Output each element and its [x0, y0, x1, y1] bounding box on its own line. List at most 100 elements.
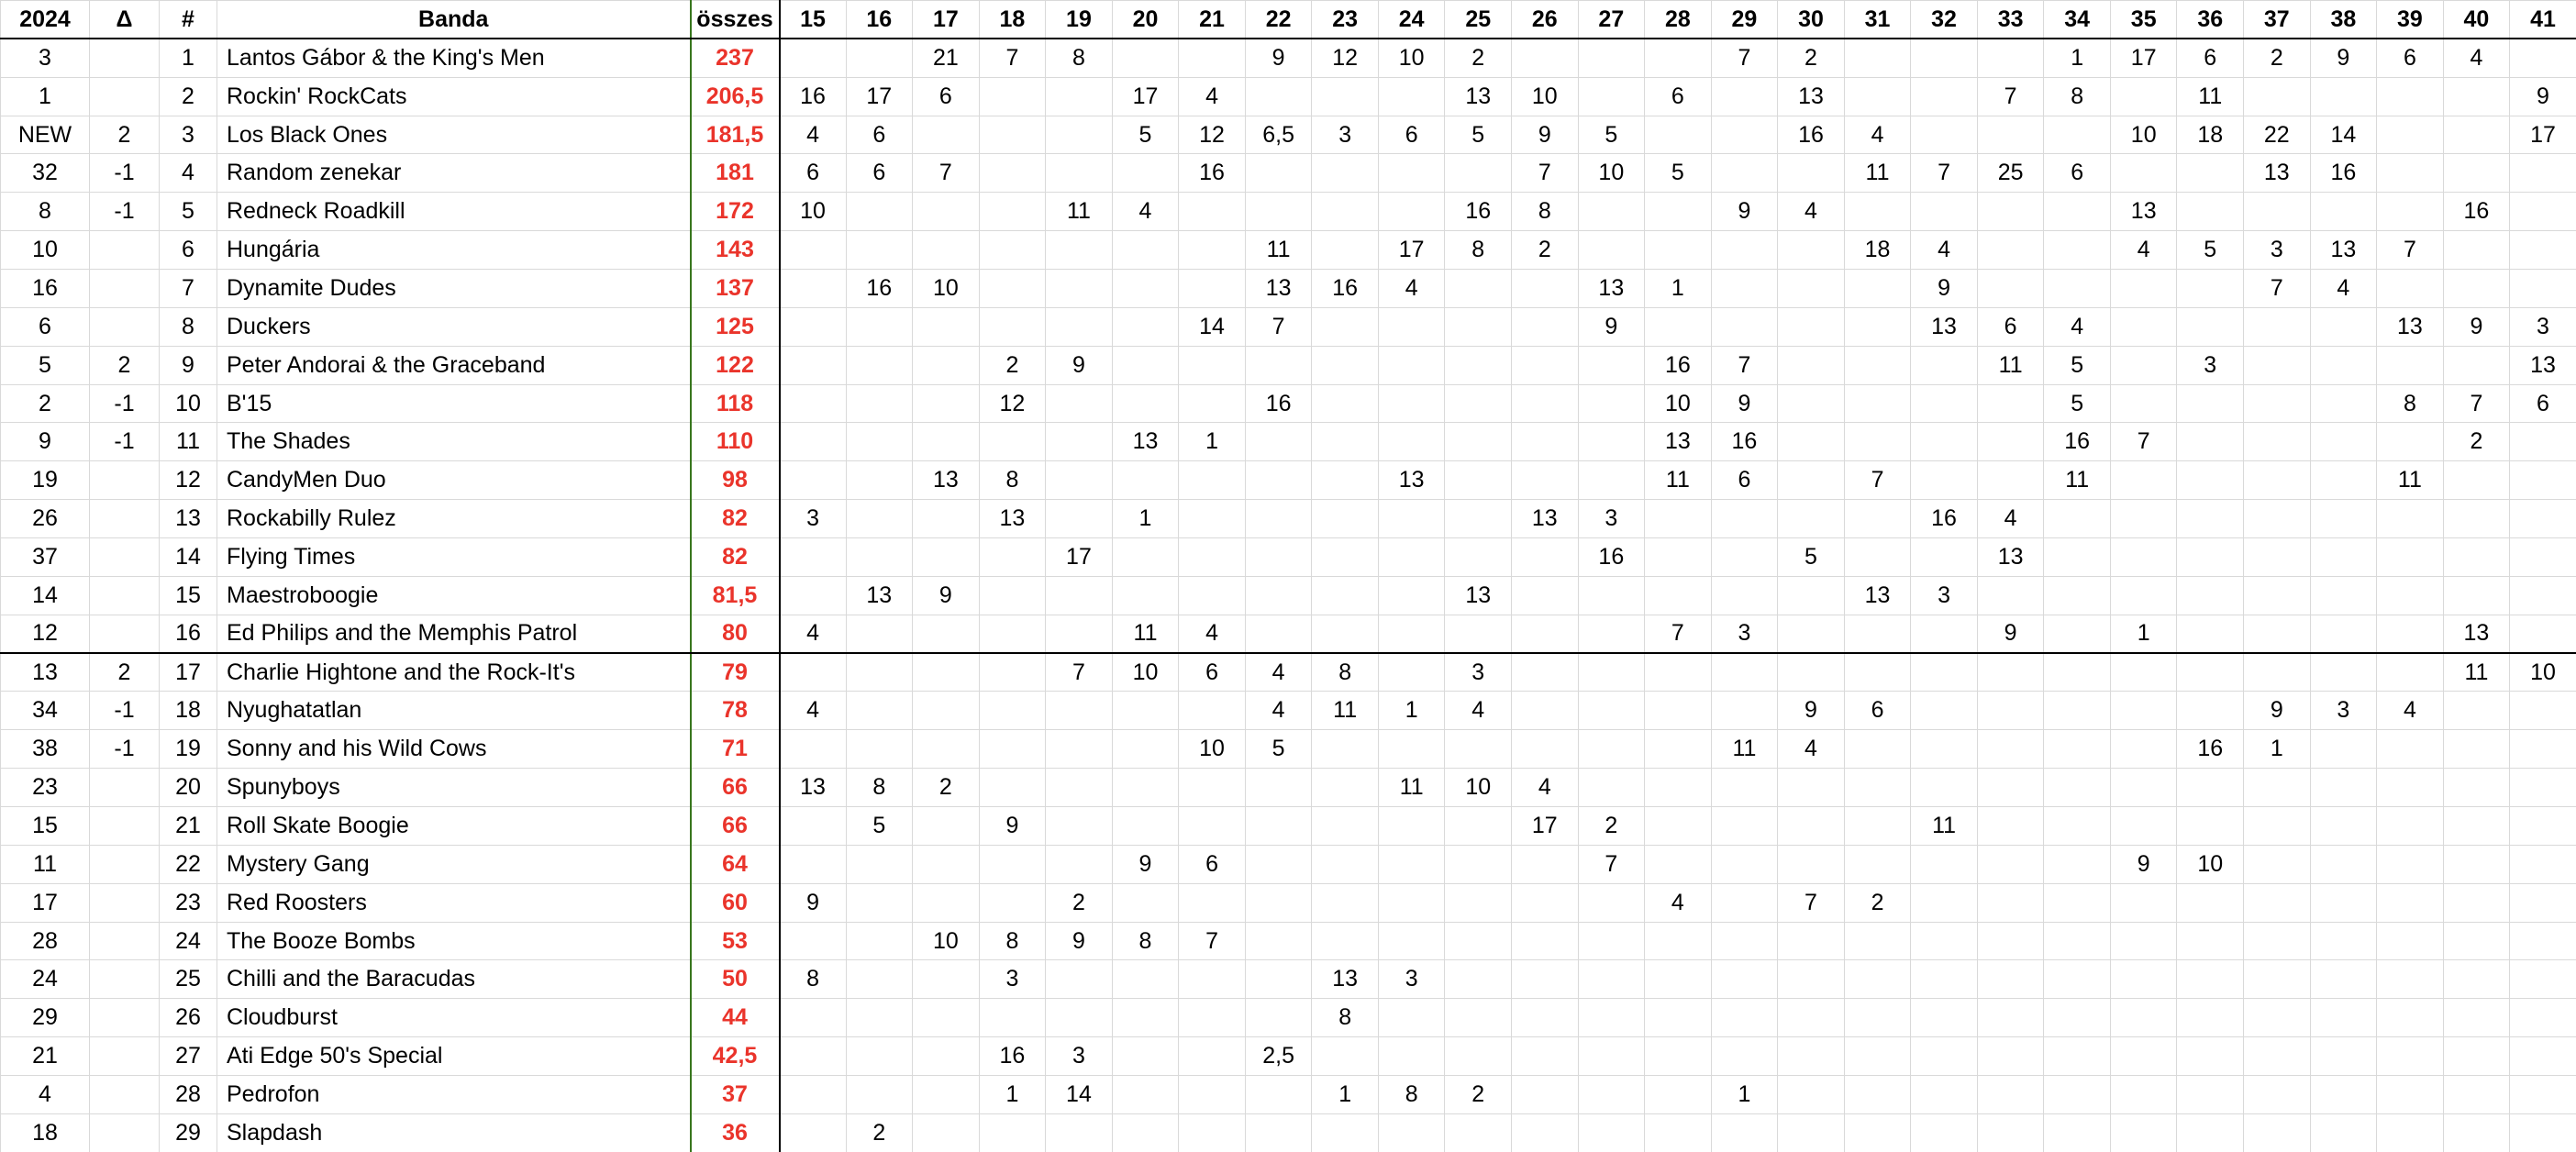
cell-score-41 [2509, 269, 2576, 308]
cell-score-36: 10 [2176, 844, 2245, 884]
header-year-40: 40 [2442, 0, 2511, 40]
cell-score-34 [2043, 652, 2111, 692]
cell-delta [89, 998, 160, 1038]
table-row: 34 -1 18 Nyughatatlan 78 4 4 11 1 4 9 6 9 3 4 [0, 691, 2576, 731]
table-row: 17 23 Red Roosters 60 9 2 4 7 2 [0, 882, 2576, 923]
cell-score-17: 7 [912, 153, 980, 194]
cell-score-18 [978, 230, 1047, 271]
cell-score-19 [1045, 153, 1113, 194]
cell-score-23: 13 [1311, 959, 1379, 1000]
cell-score-23 [1311, 921, 1379, 961]
cell-score-39 [2376, 575, 2444, 615]
cell-score-15 [779, 652, 847, 692]
cell-score-29 [1710, 1113, 1779, 1152]
cell-score-17 [912, 882, 980, 923]
header-year-41: 41 [2509, 0, 2576, 40]
cell-score-39 [2376, 345, 2444, 385]
cell-score-38 [2309, 306, 2378, 347]
cell-score-37 [2243, 1036, 2311, 1077]
cell-score-17: 10 [912, 921, 980, 961]
cell-score-32 [1910, 383, 1978, 424]
cell-score-41 [2509, 768, 2576, 808]
cell-score-36: 18 [2176, 115, 2245, 155]
cell-score-41 [2509, 422, 2576, 462]
cell-score-29: 16 [1710, 422, 1779, 462]
cell-score-26 [1511, 652, 1579, 692]
header-year-36: 36 [2176, 0, 2245, 40]
cell-score-38 [2309, 614, 2378, 655]
cell-score-22: 4 [1244, 652, 1313, 692]
cell-score-29: 9 [1710, 192, 1779, 232]
cell-score-28 [1644, 115, 1712, 155]
cell-rank: 11 [159, 422, 217, 462]
cell-score-28 [1644, 230, 1712, 271]
cell-score-20: 1 [1111, 499, 1180, 539]
cell-score-27 [1577, 998, 1646, 1038]
cell-score-35 [2109, 921, 2178, 961]
cell-score-17 [912, 345, 980, 385]
cell-score-32: 13 [1910, 306, 1978, 347]
cell-score-29: 3 [1710, 614, 1779, 655]
cell-score-36 [2176, 1113, 2245, 1152]
cell-score-40 [2442, 806, 2511, 846]
cell-score-28 [1644, 1113, 1712, 1152]
cell-2024-position: 5 [0, 345, 90, 385]
cell-score-41 [2509, 153, 2576, 194]
cell-score-18: 16 [978, 1036, 1047, 1077]
cell-score-34 [2043, 806, 2111, 846]
cell-score-34 [2043, 998, 2111, 1038]
cell-score-29: 9 [1710, 383, 1779, 424]
cell-score-23 [1311, 192, 1379, 232]
cell-score-31: 13 [1843, 575, 1912, 615]
cell-score-17 [912, 499, 980, 539]
cell-score-18: 3 [978, 959, 1047, 1000]
cell-score-32: 3 [1910, 575, 1978, 615]
cell-score-16 [845, 460, 914, 501]
header-band: Banda [217, 0, 691, 40]
cell-score-22 [1244, 998, 1313, 1038]
cell-score-36 [2176, 306, 2245, 347]
cell-score-28 [1644, 998, 1712, 1038]
cell-score-36 [2176, 269, 2245, 308]
cell-score-41 [2509, 192, 2576, 232]
cell-score-25 [1444, 537, 1513, 577]
cell-score-21 [1178, 959, 1246, 1000]
cell-score-18 [978, 575, 1047, 615]
cell-score-21 [1178, 768, 1246, 808]
cell-score-15: 3 [779, 499, 847, 539]
header-year-31: 31 [1843, 0, 1912, 40]
table-row: 9 -1 11 The Shades 110 13 1 13 16 16 7 2 [0, 422, 2576, 462]
cell-score-30 [1777, 383, 1845, 424]
cell-rank: 8 [159, 306, 217, 347]
cell-score-31 [1843, 959, 1912, 1000]
cell-score-22 [1244, 614, 1313, 655]
cell-score-30: 2 [1777, 38, 1845, 78]
cell-score-24: 10 [1377, 38, 1446, 78]
cell-score-35: 9 [2109, 844, 2178, 884]
cell-score-25: 10 [1444, 768, 1513, 808]
cell-score-31 [1843, 422, 1912, 462]
cell-score-27: 13 [1577, 269, 1646, 308]
cell-score-15 [779, 806, 847, 846]
table-row: 3 1 Lantos Gábor & the King's Men 237 21 7 8 9 1… [0, 38, 2576, 78]
cell-rank: 16 [159, 614, 217, 655]
cell-score-16 [845, 614, 914, 655]
cell-score-29: 6 [1710, 460, 1779, 501]
cell-score-24 [1377, 499, 1446, 539]
cell-score-29 [1710, 1036, 1779, 1077]
cell-score-39 [2376, 959, 2444, 1000]
cell-score-24 [1377, 882, 1446, 923]
cell-score-37: 3 [2243, 230, 2311, 271]
cell-score-37 [2243, 882, 2311, 923]
cell-score-27 [1577, 230, 1646, 271]
cell-score-30 [1777, 575, 1845, 615]
cell-score-40: 11 [2442, 652, 2511, 692]
cell-score-41 [2509, 460, 2576, 501]
cell-delta [89, 1113, 160, 1152]
cell-score-32 [1910, 115, 1978, 155]
cell-rank: 13 [159, 499, 217, 539]
cell-2024-position: 29 [0, 998, 90, 1038]
cell-delta: 2 [89, 345, 160, 385]
cell-score-34: 8 [2043, 76, 2111, 116]
cell-score-25: 3 [1444, 652, 1513, 692]
